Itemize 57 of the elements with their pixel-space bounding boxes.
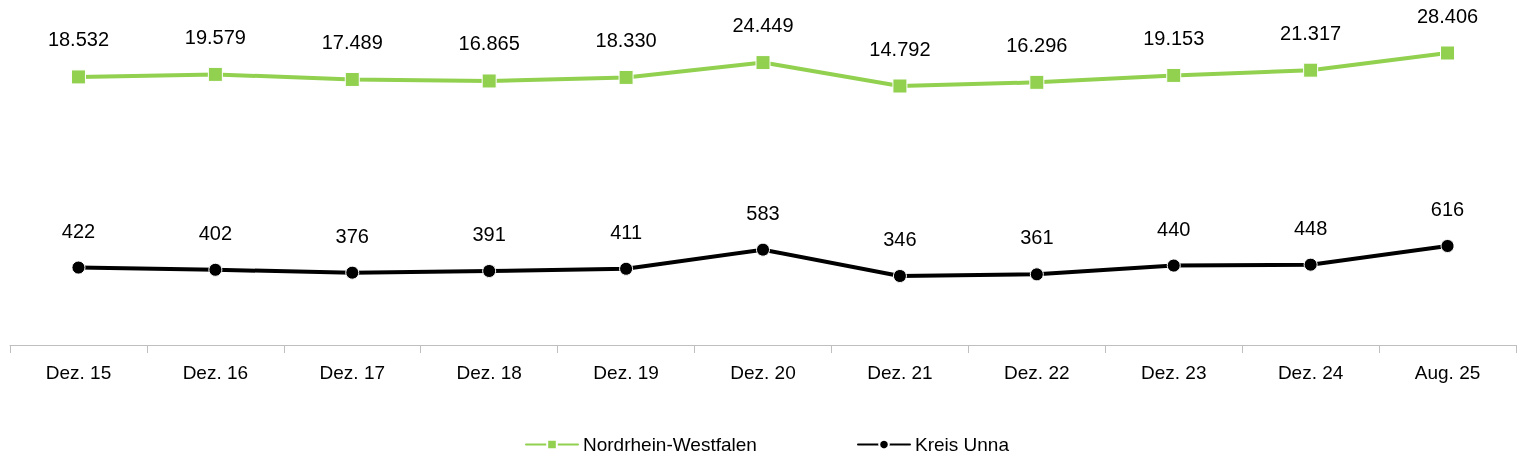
point [70,69,86,85]
point [1303,62,1319,78]
point [482,264,497,278]
data-label: 16.865 [458,32,520,55]
point [1029,74,1045,90]
point [208,262,223,277]
x-tick-label: Dez. 19 [593,362,659,383]
data-label: 21.317 [1280,21,1342,44]
x-tick-label: Dez. 23 [1140,362,1207,383]
data-label: 376 [335,224,369,247]
point [1303,257,1318,272]
legend-label: Kreis Unna [915,434,1010,455]
point [345,265,360,280]
data-label: 24.449 [732,14,794,37]
x-tick-label: Dez. 21 [867,362,933,383]
data-label: 422 [61,219,96,242]
point [1440,239,1455,253]
legend-label: Nordrhein-Westfalen [583,434,757,455]
point [1166,258,1181,273]
point [618,69,634,85]
x-tick-label: Aug. 25 [1414,362,1481,383]
point [755,55,771,71]
data-label: 16.296 [1006,33,1068,56]
point [71,260,86,275]
data-label: 402 [198,221,233,244]
data-label: 583 [746,201,780,224]
x-tick-label: Dez. 16 [182,362,249,383]
x-tick-label: Dez. 17 [319,362,386,383]
x-tick-label: Dez. 20 [730,362,796,383]
data-label: 411 [610,220,643,243]
point [756,242,770,257]
x-tick-label: Dez. 15 [45,362,112,383]
point [892,269,907,283]
point [1029,267,1044,282]
data-label: 18.532 [47,28,110,51]
x-tick-label: Dez. 18 [456,362,522,383]
data-label: 346 [883,228,917,250]
point [207,66,223,82]
data-label: 14.792 [869,37,931,60]
data-label: 19.579 [184,25,246,48]
point [1440,45,1456,61]
point [1166,67,1182,83]
point [481,73,497,89]
data-label: 17.489 [321,30,383,53]
point [619,261,634,276]
x-tick-label: Dez. 24 [1277,362,1344,383]
x-tick-label: Dez. 22 [1004,362,1070,383]
data-label: 28.406 [1416,4,1479,27]
data-label: 616 [1430,198,1465,220]
data-label: 18.330 [595,28,657,51]
point [344,71,360,87]
data-label: 19.153 [1143,26,1205,49]
data-label: 448 [1293,216,1328,239]
data-label: 391 [472,223,506,245]
data-label: 361 [1020,226,1054,249]
point [892,78,908,94]
data-label: 440 [1157,217,1191,240]
